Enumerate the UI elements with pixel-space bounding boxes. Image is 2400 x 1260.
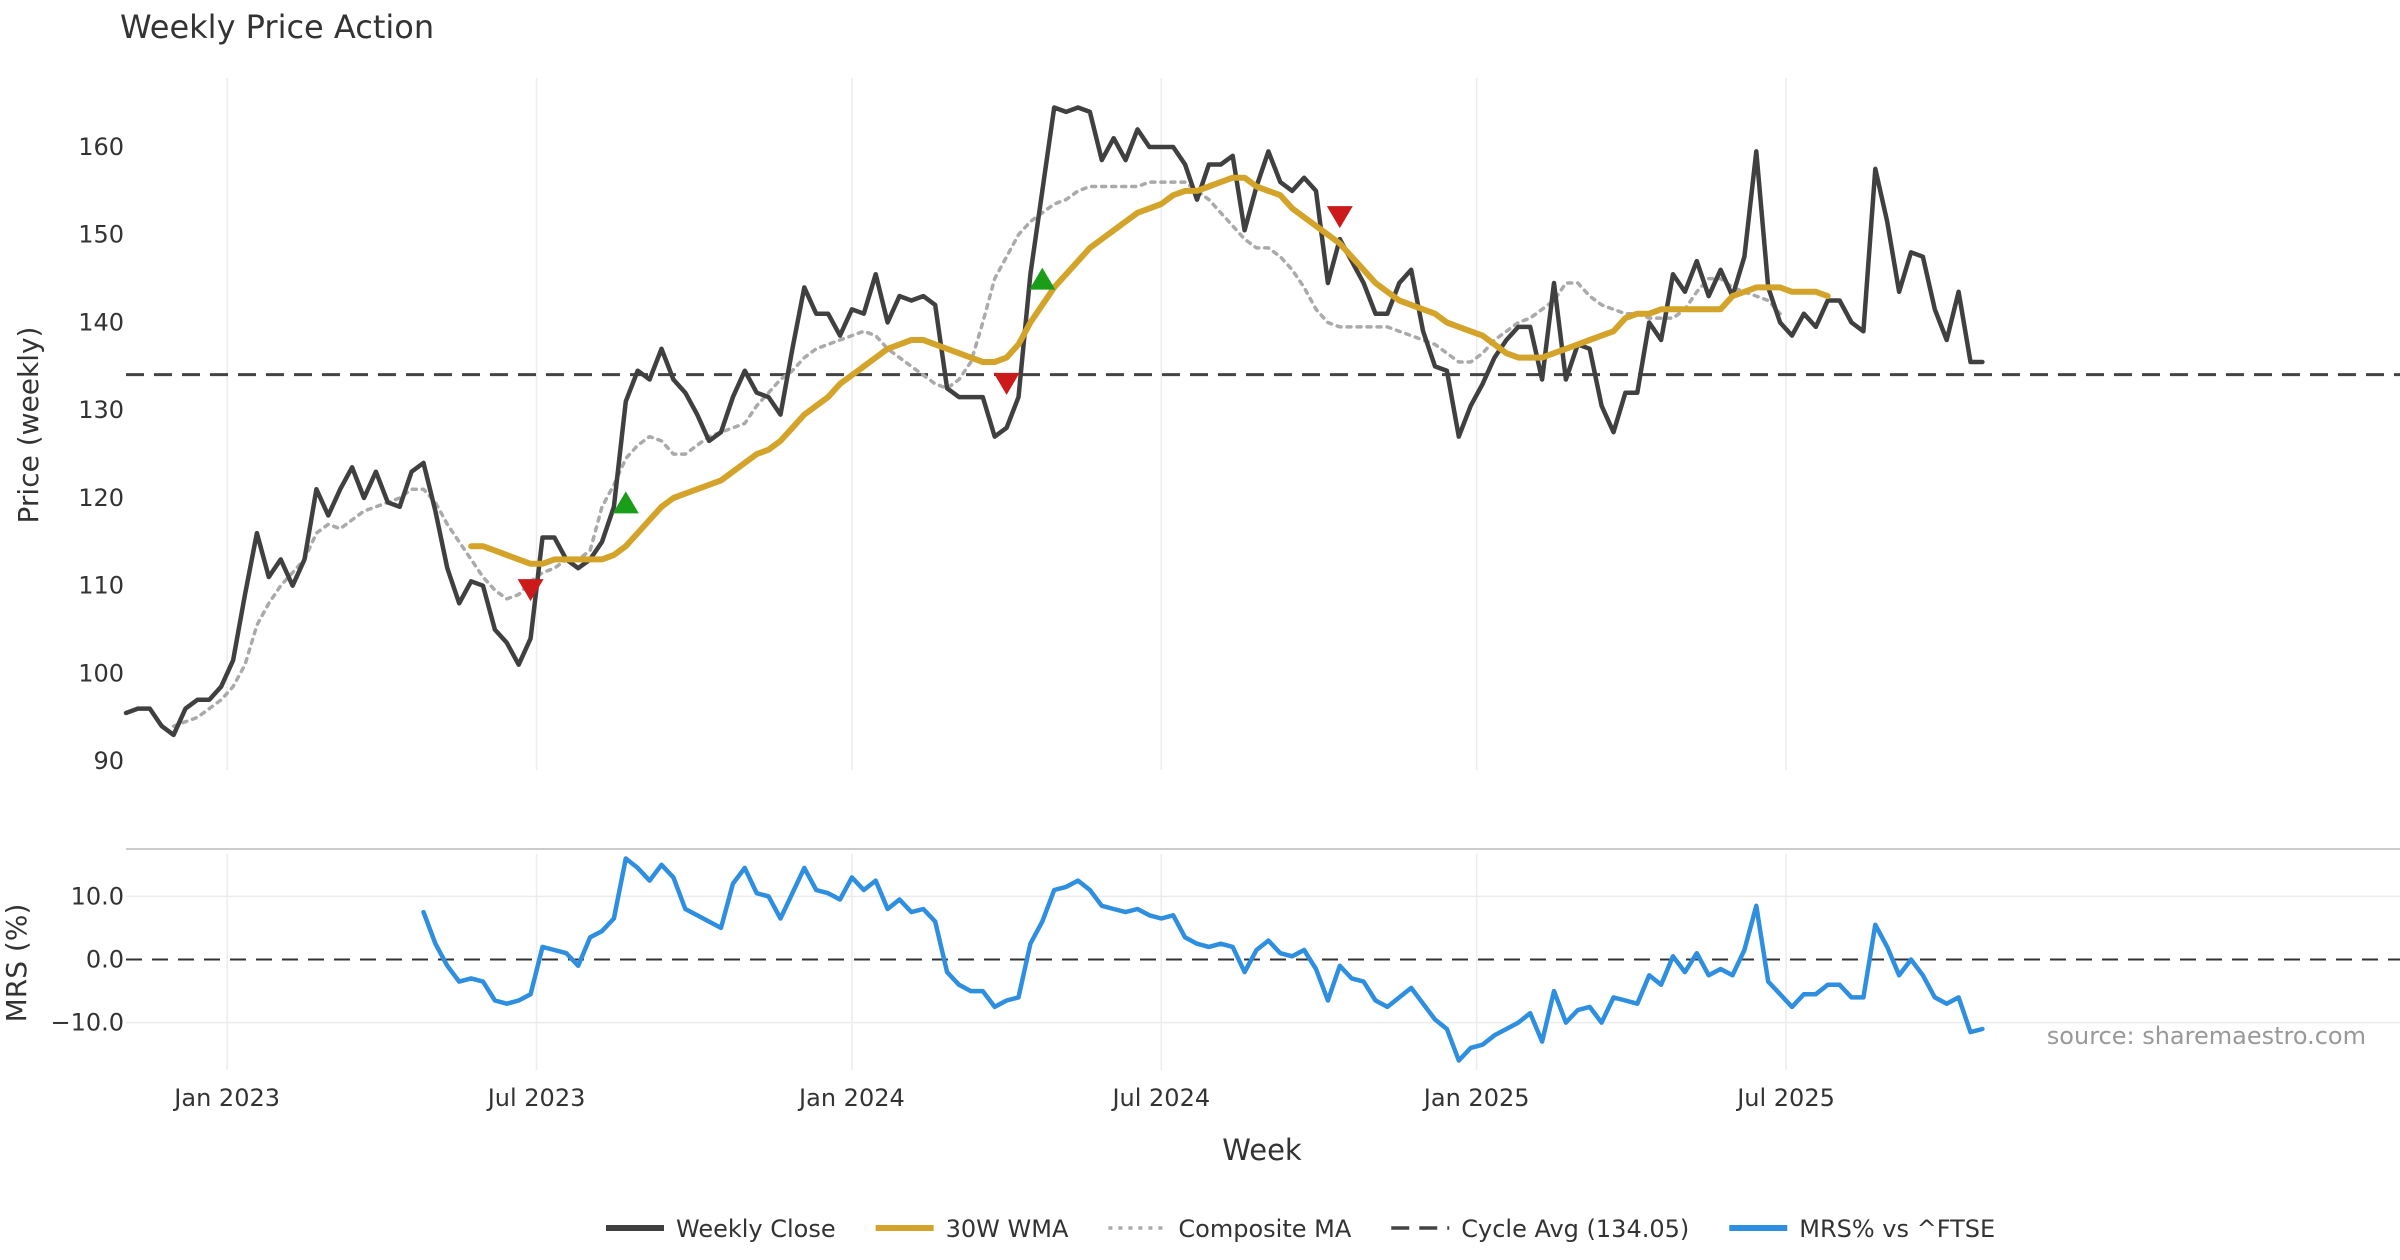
price-y-axis: 90 100 110 120 130 140 150 160 bbox=[78, 133, 124, 775]
source-note: source: sharemaestro.com bbox=[2047, 1022, 2366, 1050]
legend-label-cycle-avg-134-05: Cycle Avg (134.05) bbox=[1461, 1215, 1689, 1243]
legend-label-30w-wma: 30W WMA bbox=[946, 1215, 1069, 1243]
price-y-tick-label: 130 bbox=[78, 396, 124, 424]
price-y-tick-label: 160 bbox=[78, 133, 124, 161]
legend-label-weekly-close: Weekly Close bbox=[676, 1215, 836, 1243]
price-y-tick-label: 110 bbox=[78, 572, 124, 600]
series-line-30w-wma bbox=[468, 174, 1831, 567]
sell-signal-marker bbox=[517, 579, 544, 602]
mrs-y-axis-label: MRS (%) bbox=[0, 904, 33, 1023]
legend-label-composite-ma: Composite MA bbox=[1178, 1215, 1351, 1243]
gridlines bbox=[126, 78, 2400, 1070]
x-axis: Jan 2023 Jul 2023 Jan 2024 Jul 2024 Jan 2025… bbox=[172, 1084, 1835, 1112]
price-y-tick-label: 90 bbox=[93, 747, 124, 775]
price-y-tick-label: 150 bbox=[78, 221, 124, 249]
x-axis-label: Week bbox=[1222, 1133, 1302, 1167]
sell-signal-marker bbox=[1326, 206, 1353, 229]
buy-signal-marker bbox=[612, 491, 639, 514]
price-y-axis-label: Price (weekly) bbox=[12, 327, 45, 524]
legend: Weekly Close 30W WMA Composite MA Cycle Avg… bbox=[606, 1215, 1995, 1243]
sell-signal-marker bbox=[993, 372, 1020, 395]
mrs-y-tick-label: 0.0 bbox=[86, 946, 124, 974]
mrs-series bbox=[421, 856, 1985, 1063]
price-y-tick-label: 100 bbox=[78, 659, 124, 687]
legend-label-mrs-vs-ftse: MRS% vs ^FTSE bbox=[1799, 1215, 1995, 1243]
chart-title: Weekly Price Action bbox=[120, 8, 434, 46]
buy-signal-marker bbox=[1029, 267, 1056, 290]
price-y-tick-label: 140 bbox=[78, 308, 124, 336]
x-tick-label: Jul 2024 bbox=[1110, 1084, 1210, 1112]
series-line-weekly-close bbox=[123, 105, 1985, 738]
series-line-composite-ma bbox=[171, 180, 1782, 728]
price-y-tick-label: 120 bbox=[78, 484, 124, 512]
price-series bbox=[123, 105, 1985, 738]
x-tick-label: Jan 2024 bbox=[797, 1084, 905, 1112]
x-tick-label: Jul 2025 bbox=[1735, 1084, 1835, 1112]
mrs-y-tick-label: −10.0 bbox=[50, 1009, 124, 1037]
x-tick-label: Jan 2023 bbox=[172, 1084, 280, 1112]
x-tick-label: Jul 2023 bbox=[486, 1084, 586, 1112]
mrs-y-tick-label: 10.0 bbox=[71, 882, 124, 910]
mrs-y-axis: 10.0 0.0 −10.0 bbox=[50, 882, 124, 1036]
x-tick-label: Jan 2025 bbox=[1422, 1084, 1530, 1112]
series-line-mrs bbox=[421, 856, 1985, 1063]
signal-markers bbox=[517, 206, 1353, 602]
